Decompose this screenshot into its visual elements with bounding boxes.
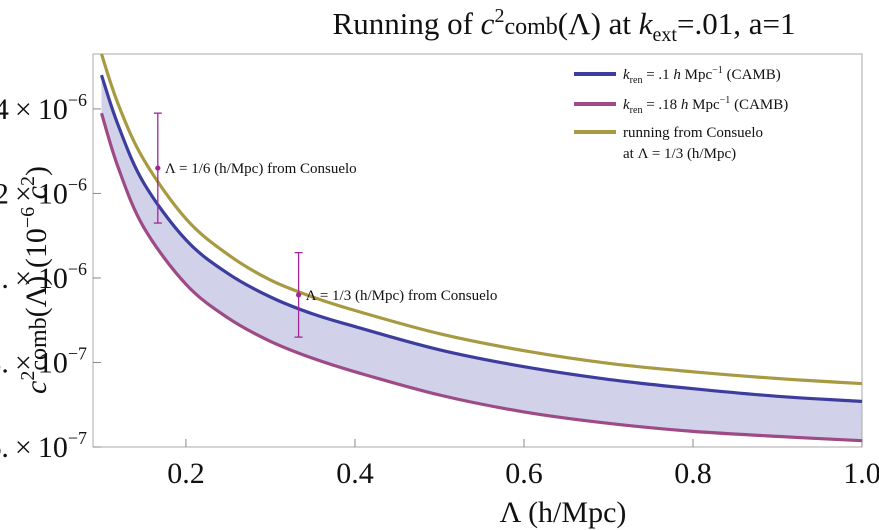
series-line-kren_01: [99, 74, 863, 403]
series-line-consuelo: [99, 53, 863, 386]
x-tick-labels: 0.2 0.4 0.6 0.8 1.0: [167, 457, 879, 490]
legend-label-consuelo-line1: running from Consuelo: [623, 125, 763, 141]
legend-label-kren-018: kren = .18 h Mpc−1 (CAMB): [623, 95, 788, 116]
x-tick-label: 1.0: [843, 457, 879, 490]
x-tick-label: 0.2: [167, 457, 205, 490]
legend: kren = .1 h Mpc−1 (CAMB) kren = .18 h Mp…: [574, 65, 788, 162]
y-tick-label: 1.4 × 10−6: [0, 90, 87, 126]
chart-title: Running of c2comb(Λ) at kext=.01, a=1: [333, 5, 796, 46]
y-tick-label: 6. × 10−7: [0, 428, 87, 464]
x-tick-label: 0.8: [674, 457, 712, 490]
legend-label-consuelo-line2: at Λ = 1/3 (h/Mpc): [623, 146, 736, 162]
y-tick-label: 1.2 × 10−6: [0, 174, 87, 210]
y-tick-labels: 6. × 10−7 8. × 10−7 1. × 10−6 1.2 × 10−6 1.4…: [0, 90, 87, 464]
data-point: [155, 165, 161, 171]
x-axis-title: Λ (h/Mpc): [500, 496, 627, 529]
legend-label-kren-01: kren = .1 h Mpc−1 (CAMB): [623, 65, 781, 86]
data-point-annotation: Λ = 1/3 (h/Mpc) from Consuelo: [306, 288, 498, 304]
data-point: [296, 292, 302, 298]
y-tick-label: 8. × 10−7: [0, 343, 87, 379]
series-line-kren_018: [99, 112, 863, 443]
y-axis-title: c2comb(Λ) (10−6 c2): [17, 166, 53, 394]
x-tick-label: 0.4: [336, 457, 374, 490]
y-tick-label: 1. × 10−6: [0, 259, 87, 295]
series-layer: [99, 53, 863, 443]
x-tick-label: 0.6: [505, 457, 543, 490]
plot-frame: [92, 53, 863, 448]
data-points-layer: Λ = 1/6 (h/Mpc) from Consuelo Λ = 1/3 (h/…: [153, 112, 498, 338]
data-point-annotation: Λ = 1/6 (h/Mpc) from Consuelo: [165, 161, 357, 177]
plot-border: [92, 53, 863, 448]
